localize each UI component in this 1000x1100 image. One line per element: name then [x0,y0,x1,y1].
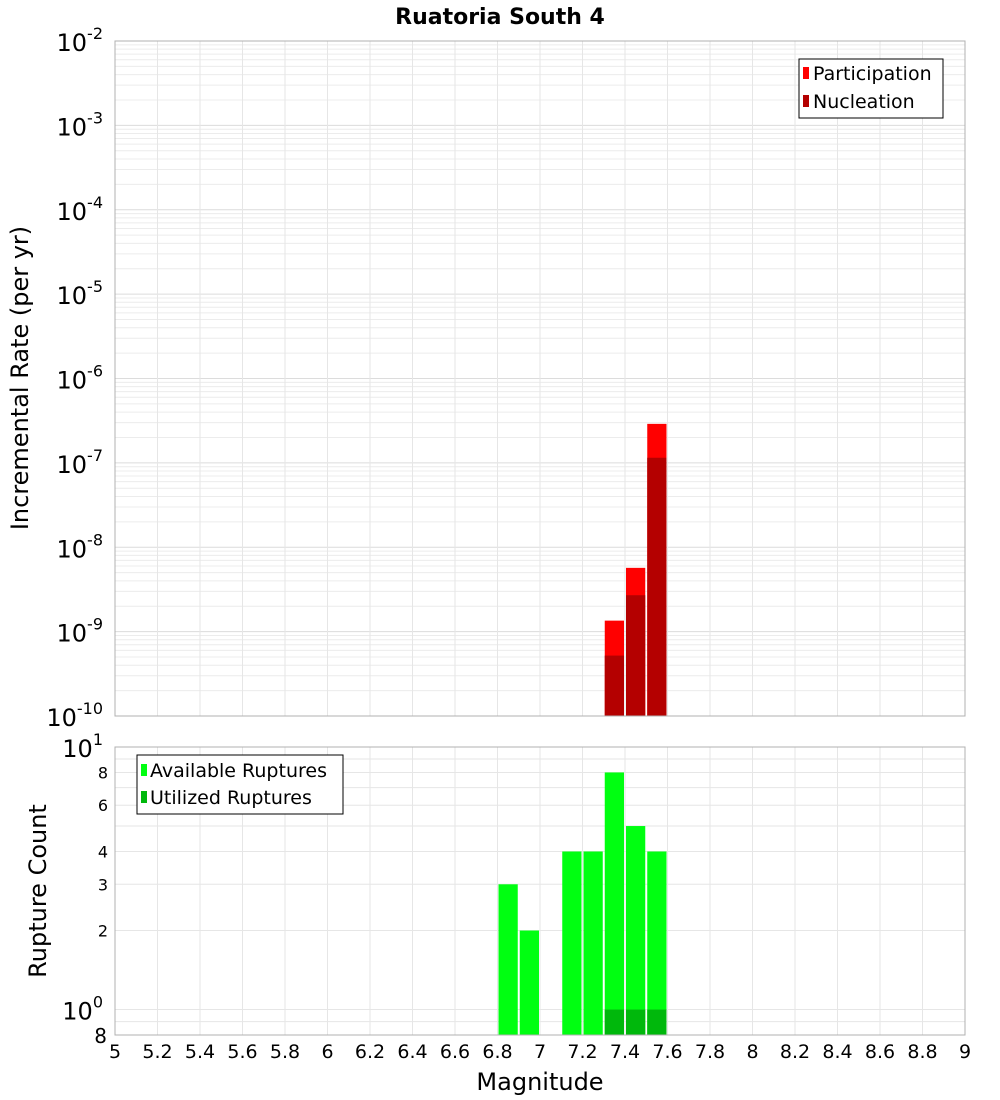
top-y-tick: 10-5 [57,277,104,310]
x-tick: 5 [109,1041,121,1063]
x-tick: 5.4 [185,1041,215,1063]
bottom-y-tick: 6 [98,796,108,815]
x-tick-labels: 5 5.2 5.4 5.6 5.8 6 6.2 6.4 6.6 6.8 7 7.2 7.4 7.6 7.8 8… [109,1041,971,1063]
bottom-y-tick: 8 [94,1024,107,1048]
x-tick: 5.6 [227,1041,257,1063]
bottom-y-tick: 8 [98,763,108,782]
x-tick: 8 [746,1041,758,1063]
bar-available-ruptures-7.15 [562,851,582,1035]
bar-utilized-ruptures-7.35 [604,1009,624,1035]
x-tick: 7 [534,1041,546,1063]
legend-label-utilized: Utilized Ruptures [150,787,312,809]
legend-label-available: Available Ruptures [150,760,327,782]
top-y-tick-labels: 10-2 10-3 10-4 10-5 10-6 10-7 10-8 10-9 10-10 [46,24,103,732]
x-tick: 5.8 [270,1041,300,1063]
x-tick: 6.6 [440,1041,470,1063]
top-y-tick: 10-2 [57,24,104,57]
x-tick: 9 [959,1041,971,1063]
bottom-y-tick: 3 [98,875,108,894]
top-y-tick: 10-9 [57,615,104,648]
bottom-legend-box [136,754,344,815]
x-axis-label: Magnitude [476,1068,603,1096]
bar-nucleation-7.45 [626,595,646,716]
x-tick: 8.4 [822,1041,852,1063]
bottom-y-tick: 2 [98,922,108,941]
bar-utilized-ruptures-7.55 [647,1009,667,1035]
top-gridlines [114,41,966,717]
bar-available-ruptures-7.45 [626,826,646,1035]
top-y-tick: 10-4 [57,193,104,226]
top-y-axis-label: Incremental Rate (per yr) [6,226,34,530]
bar-nucleation-7.35 [604,655,624,716]
top-legend-box [798,58,944,119]
bottom-y-axis-label: Rupture Count [24,804,52,978]
legend-label-nucleation: Nucleation [813,91,915,113]
legend-swatch-utilized [141,791,147,803]
legend-swatch-nucleation [803,95,809,107]
bottom-y-tick: 101 [62,730,103,763]
bottom-bars [498,772,667,1035]
top-plot-frame [114,40,966,717]
bar-available-ruptures-7.55 [647,851,667,1035]
top-y-tick: 10-7 [57,446,104,479]
bar-available-ruptures-6.95 [519,930,539,1035]
legend-label-participation: Participation [813,63,932,85]
top-legend: Participation Nucleation [798,58,944,119]
x-tick: 8.8 [907,1041,937,1063]
x-tick: 6 [321,1041,333,1063]
x-tick: 7.8 [695,1041,725,1063]
legend-swatch-participation [803,67,809,79]
bar-available-ruptures-6.85 [498,884,518,1035]
top-bars [604,423,667,716]
x-tick: 7.2 [567,1041,597,1063]
legend-swatch-available [141,764,147,776]
top-y-tick: 10-10 [46,699,103,732]
bottom-y-tick: 4 [98,842,108,861]
bar-nucleation-7.55 [647,457,667,716]
x-tick: 7.6 [652,1041,682,1063]
top-y-tick: 10-8 [57,530,104,563]
bar-available-ruptures-7.35 [604,772,624,1035]
bottom-plot-frame [114,746,966,1036]
top-y-tick: 10-6 [57,362,104,395]
bar-utilized-ruptures-7.45 [626,1009,646,1035]
x-tick: 5.2 [142,1041,172,1063]
bar-available-ruptures-7.25 [583,851,603,1035]
bottom-legend: Available Ruptures Utilized Ruptures [136,754,344,815]
chart-title: Ruatoria South 4 [395,5,605,30]
x-tick: 6.4 [397,1041,427,1063]
bottom-y-tick: 100 [62,993,103,1026]
x-tick: 8.2 [780,1041,810,1063]
x-tick: 7.4 [610,1041,640,1063]
x-tick: 6.2 [355,1041,385,1063]
x-tick: 6.8 [482,1041,512,1063]
x-tick: 8.6 [865,1041,895,1063]
top-y-tick: 10-3 [57,108,104,141]
